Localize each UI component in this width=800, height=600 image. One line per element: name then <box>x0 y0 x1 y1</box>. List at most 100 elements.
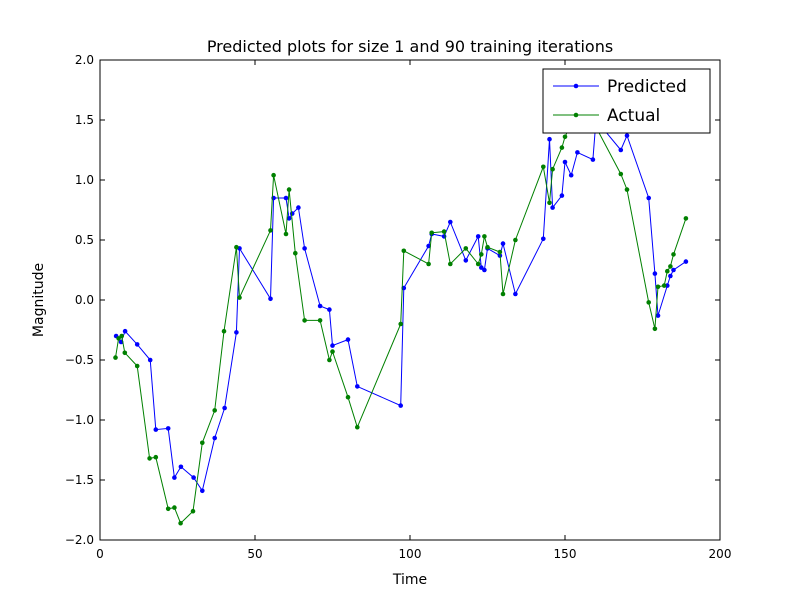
data-point-predicted <box>646 196 651 201</box>
data-point-actual <box>302 318 307 323</box>
data-point-actual <box>656 285 661 290</box>
data-point-predicted <box>501 241 506 246</box>
data-point-predicted <box>619 148 624 153</box>
data-point-actual <box>619 172 624 177</box>
y-tick-label: −1.0 <box>65 413 94 427</box>
data-point-actual <box>293 251 298 256</box>
data-point-actual <box>442 229 447 234</box>
data-point-predicted <box>448 220 453 225</box>
data-point-predicted <box>398 403 403 408</box>
data-point-predicted <box>684 259 689 264</box>
data-point-actual <box>135 364 140 369</box>
data-point-actual <box>550 167 555 172</box>
data-point-actual <box>541 165 546 170</box>
data-point-actual <box>513 238 518 243</box>
data-point-predicted <box>234 330 239 335</box>
data-point-predicted <box>464 258 469 263</box>
data-point-predicted <box>327 307 332 312</box>
data-point-actual <box>154 455 159 460</box>
data-point-actual <box>178 521 183 526</box>
data-point-actual <box>123 351 128 356</box>
legend-label-predicted: Predicted <box>607 77 687 97</box>
data-point-predicted <box>296 205 301 210</box>
data-point-actual <box>234 245 239 250</box>
data-point-actual <box>662 283 667 288</box>
data-point-actual <box>547 201 552 206</box>
data-point-predicted <box>179 465 184 470</box>
data-point-predicted <box>569 173 574 178</box>
data-point-actual <box>268 228 273 233</box>
data-point-actual <box>479 252 484 257</box>
data-point-predicted <box>166 426 171 431</box>
data-point-predicted <box>148 358 153 363</box>
data-point-predicted <box>541 237 546 242</box>
data-point-actual <box>318 318 323 323</box>
data-point-actual <box>355 425 360 430</box>
legend-marker-actual <box>574 113 579 118</box>
x-tick-label: 150 <box>554 547 577 561</box>
data-point-predicted <box>172 475 177 480</box>
y-axis-label: Magnitude <box>31 263 47 337</box>
data-point-actual <box>172 505 177 510</box>
data-point-actual <box>271 173 276 178</box>
data-point-predicted <box>625 133 630 138</box>
legend-label-actual: Actual <box>607 106 660 126</box>
data-point-predicted <box>200 489 205 494</box>
data-point-actual <box>684 216 689 221</box>
x-axis-label: Time <box>392 572 427 588</box>
data-point-predicted <box>547 137 552 142</box>
x-tick-label: 200 <box>709 547 732 561</box>
data-point-predicted <box>135 342 140 347</box>
data-point-actual <box>671 252 676 257</box>
data-point-predicted <box>302 246 307 251</box>
data-point-actual <box>560 145 565 150</box>
y-tick-label: −0.5 <box>65 353 94 367</box>
data-point-predicted <box>290 211 295 216</box>
data-point-actual <box>402 249 407 254</box>
y-tick-label: 1.0 <box>75 173 94 187</box>
y-tick-label: 1.5 <box>75 113 94 127</box>
data-point-actual <box>498 250 503 255</box>
data-point-actual <box>119 334 124 339</box>
data-point-predicted <box>123 329 128 334</box>
data-point-predicted <box>550 205 555 210</box>
data-point-actual <box>464 246 469 251</box>
data-point-predicted <box>563 160 568 165</box>
data-point-predicted <box>222 406 227 411</box>
data-point-actual <box>200 441 205 446</box>
data-point-actual <box>287 187 292 192</box>
data-point-predicted <box>330 343 335 348</box>
data-point-predicted <box>346 337 351 342</box>
x-tick-label: 50 <box>247 547 262 561</box>
data-point-actual <box>191 509 196 514</box>
data-point-predicted <box>318 304 323 309</box>
data-point-actual <box>113 355 118 360</box>
data-point-predicted <box>575 150 580 155</box>
data-point-actual <box>625 187 630 192</box>
data-point-actual <box>448 262 453 267</box>
data-point-predicted <box>191 475 196 480</box>
data-point-actual <box>147 456 152 461</box>
data-point-actual <box>646 300 651 305</box>
data-point-predicted <box>284 196 289 201</box>
y-tick-label: −2.0 <box>65 533 94 547</box>
data-point-predicted <box>668 274 673 279</box>
data-point-predicted <box>476 234 481 239</box>
data-point-actual <box>346 395 351 400</box>
data-point-actual <box>237 295 242 300</box>
data-point-actual <box>501 292 506 297</box>
data-point-predicted <box>482 268 487 273</box>
data-point-predicted <box>560 193 565 198</box>
y-tick-label: 0.0 <box>75 293 94 307</box>
data-point-actual <box>563 135 568 140</box>
data-point-actual <box>476 262 481 267</box>
data-point-predicted <box>212 436 217 441</box>
chart-title: Predicted plots for size 1 and 90 traini… <box>207 37 613 56</box>
data-point-predicted <box>513 292 518 297</box>
data-point-actual <box>653 327 658 332</box>
data-point-predicted <box>268 297 273 302</box>
y-tick-label: 2.0 <box>75 53 94 67</box>
data-point-predicted <box>671 268 676 273</box>
data-point-actual <box>327 358 332 363</box>
